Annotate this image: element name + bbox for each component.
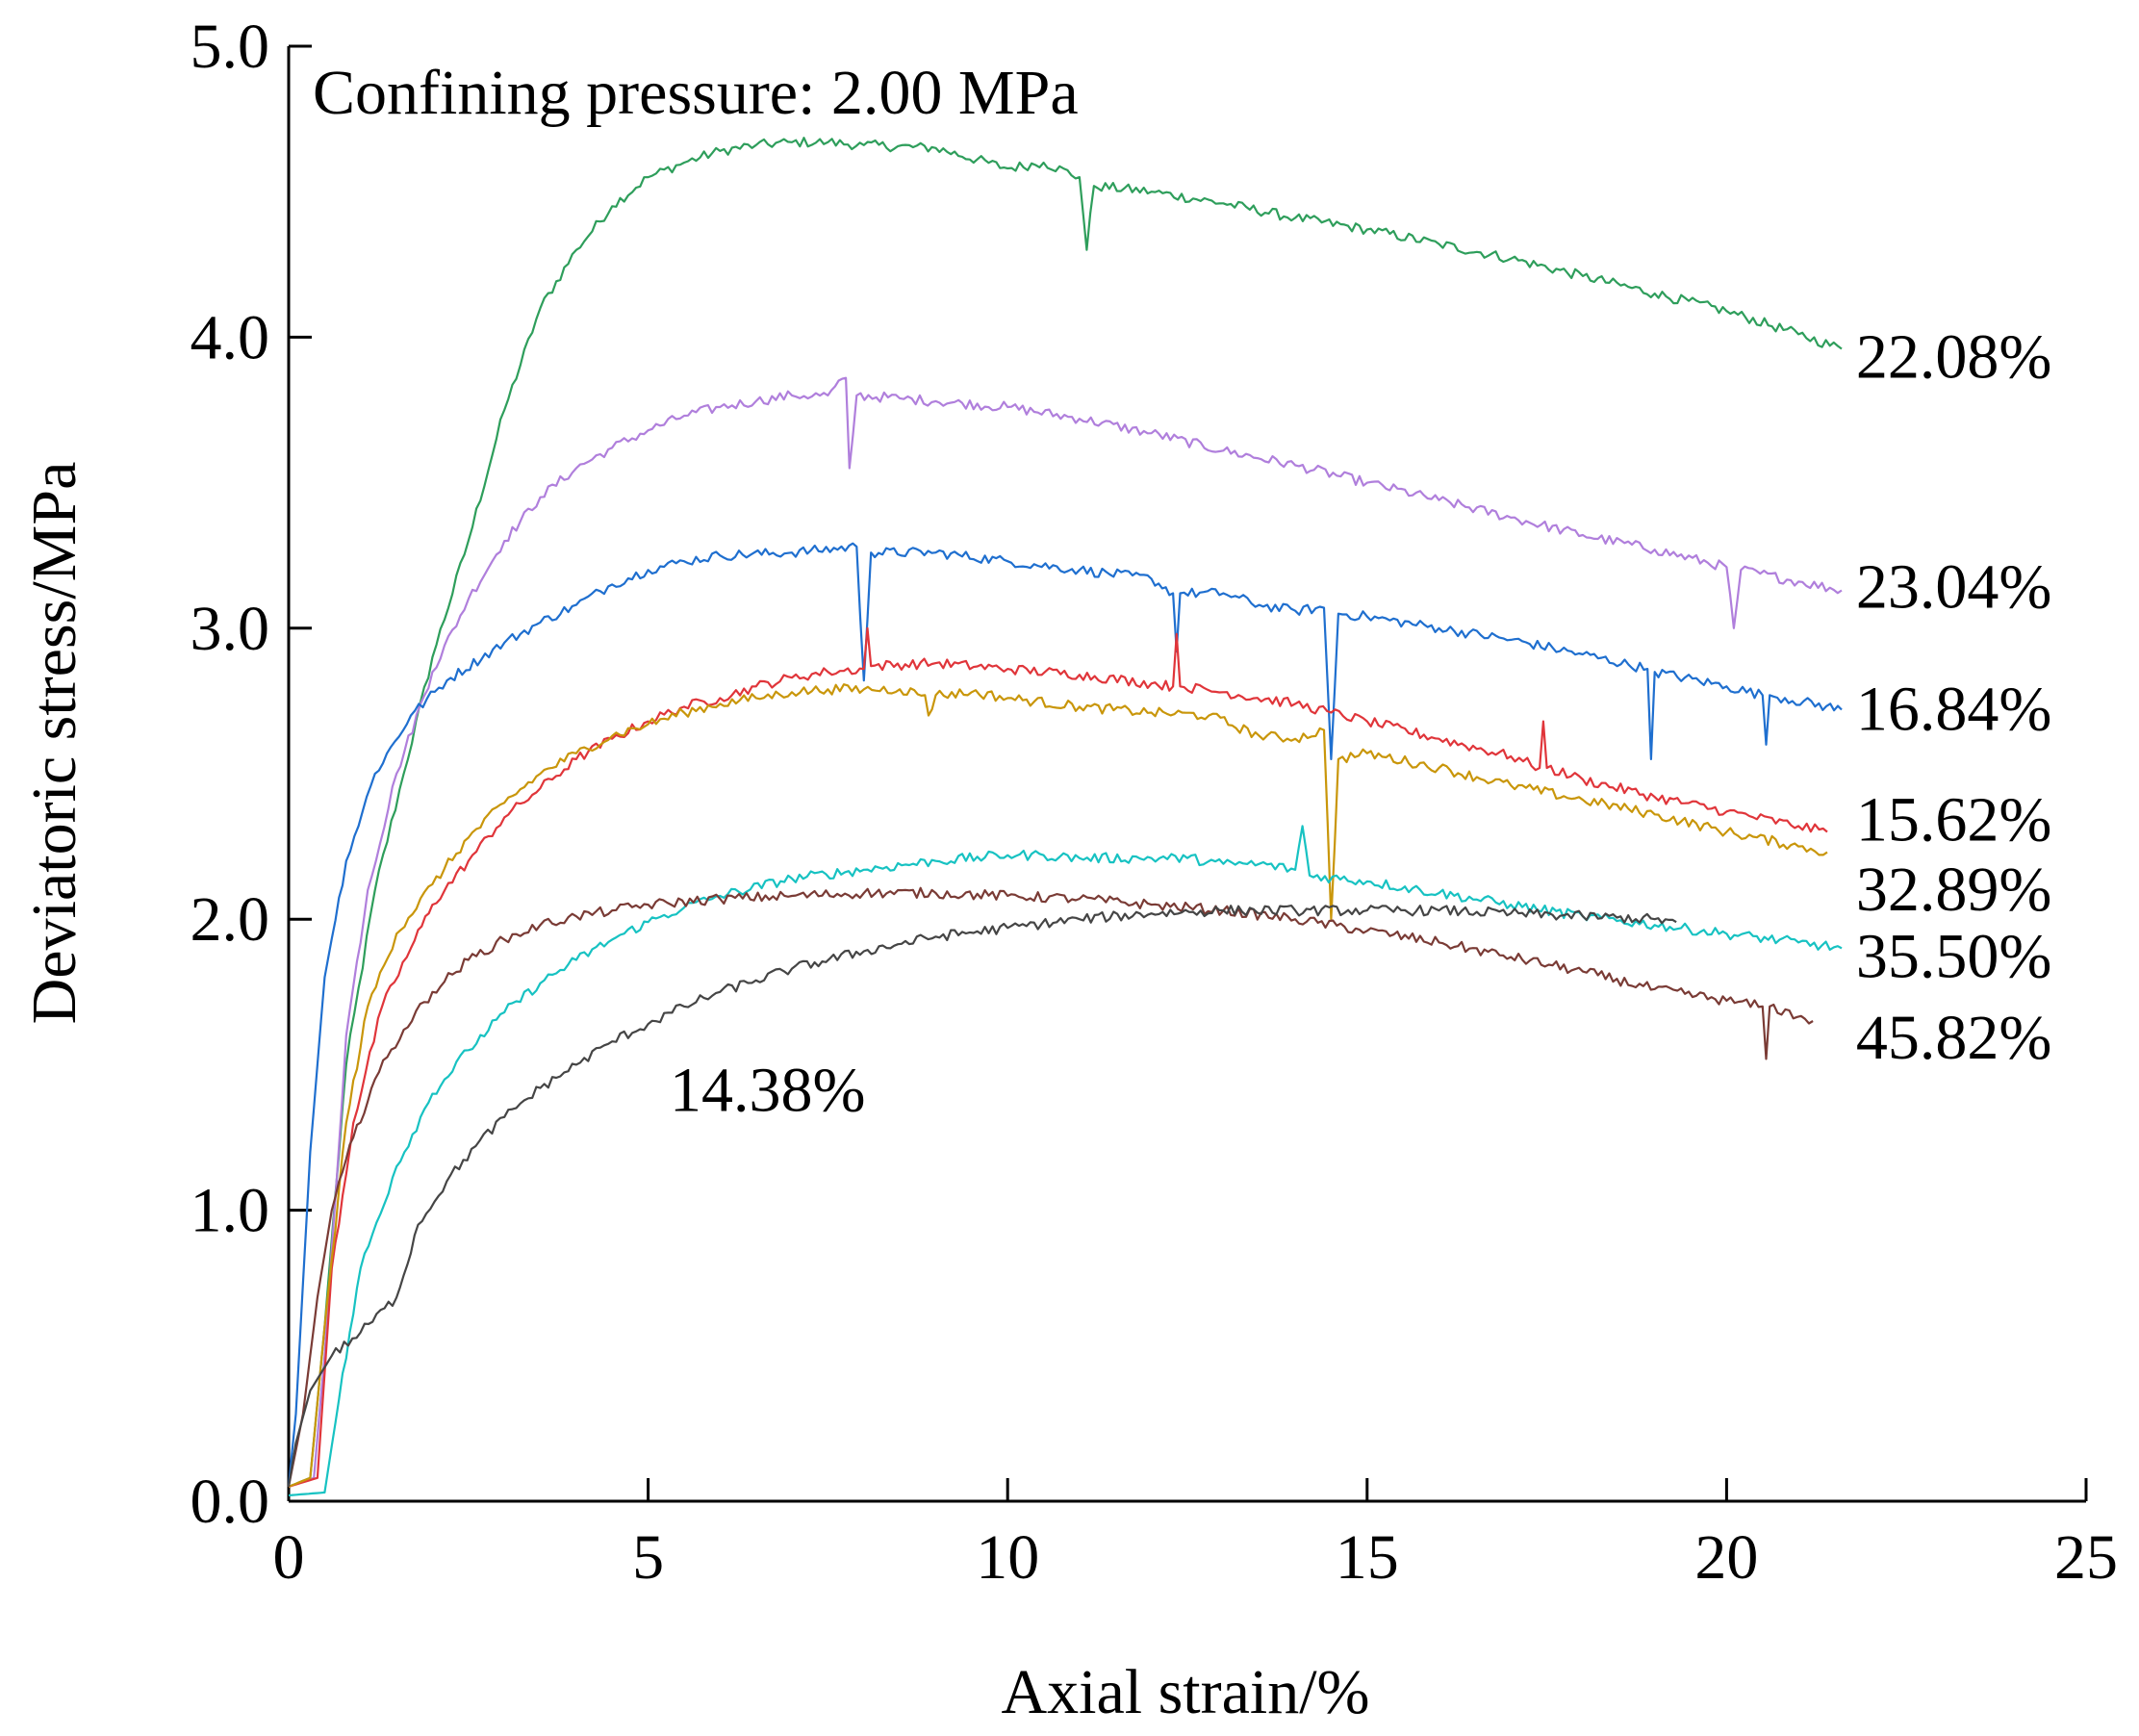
series-label-23-04pct: 23.04% <box>1856 551 2051 622</box>
series-label-32-89pct: 32.89% <box>1856 855 2051 925</box>
series-line-22-08pct <box>288 137 1843 1488</box>
series-label-14-38pct: 14.38% <box>670 1056 865 1126</box>
labels-layer: 22.08% 23.04% 16.84% 15.62%32.89%35.50% 45.8… <box>670 322 2051 1126</box>
y-tick-label: 2.0 <box>191 884 270 955</box>
series-label-35-50pct: 35.50% <box>1856 921 2051 991</box>
x-tick-label: 10 <box>976 1522 1039 1593</box>
y-tick-label: 0.0 <box>191 1467 270 1537</box>
y-tick-label: 1.0 <box>191 1176 270 1246</box>
x-tick-label: 20 <box>1694 1522 1758 1593</box>
y-tick-label: 3.0 <box>191 594 270 664</box>
series-label-22-08pct: 22.08% <box>1856 322 2051 393</box>
y-tick-label: 4.0 <box>191 302 270 372</box>
axes: 0 5 10 15 20 25 0.0 1.0 2.0 3.0 4.0 5.0 <box>191 12 2119 1593</box>
x-axis-label: Axial strain/% <box>1001 1657 1369 1727</box>
series-line-45-82pct <box>287 886 1814 1488</box>
series-label-16-84pct: 16.84% <box>1856 674 2051 744</box>
series-layer <box>287 137 1843 1497</box>
series-line-35-50pct <box>288 825 1843 1497</box>
series-label-45-82pct: 45.82% <box>1856 1003 2051 1073</box>
x-tick-label: 15 <box>1336 1522 1399 1593</box>
confining-pressure-annotation: Confining pressure: 2.00 MPa <box>313 58 1079 128</box>
x-tick-label: 5 <box>632 1522 664 1593</box>
series-line-32-89pct <box>288 683 1828 1488</box>
y-tick-label: 5.0 <box>191 12 270 82</box>
x-tick-label: 0 <box>273 1522 305 1593</box>
series-line-23-04pct <box>288 376 1843 1488</box>
series-label-15-62pct: 15.62% <box>1856 784 2051 855</box>
series-line-16-84pct <box>287 542 1843 1488</box>
x-tick-label: 25 <box>2054 1522 2118 1593</box>
series-line-14-38pct <box>287 905 1677 1488</box>
series-line-15-62pct <box>288 626 1828 1488</box>
y-axis-label: Deviatoric stress/MPa <box>19 462 89 1025</box>
